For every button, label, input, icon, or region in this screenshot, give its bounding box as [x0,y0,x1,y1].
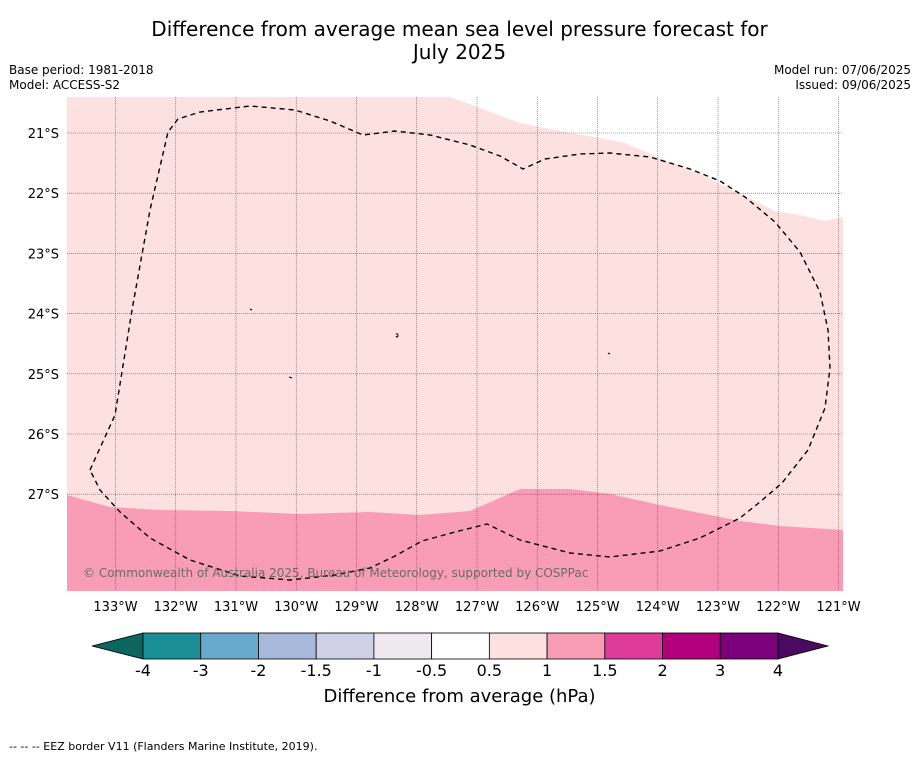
eez-border [89,105,831,581]
colorbar-tick-label: 3 [715,661,725,680]
colorbar-tick-label: -2 [250,661,266,680]
colorbar-segment [142,632,202,660]
lon-label: 123°W [696,600,740,615]
footnote: -- -- -- EEZ border V11 (Flanders Marine… [9,740,318,753]
colorbar-segment [604,632,663,660]
island-marker [288,376,293,379]
anomaly-region-neutral [450,97,843,221]
lon-label: 126°W [515,600,559,615]
lon-label: 129°W [334,600,378,615]
colorbar-segment [488,632,548,660]
colorbar-tick-label: -4 [135,661,151,680]
lon-label: 128°W [395,600,439,615]
colorbar-segment [662,632,721,660]
colorbar: -4 -3 -2 -1.5 -1 -0.5 0.5 1 1.5 2 3 4 [91,632,830,680]
island-marker [249,308,253,311]
lon-label: 130°W [274,600,318,615]
issued-date: Issued: 09/06/2025 [795,78,911,92]
island-marker [607,352,611,355]
colorbar-extend-high [777,632,830,660]
lat-label: 24°S [28,308,59,323]
lat-label: 22°S [28,187,59,202]
gridlines [67,97,843,591]
colorbar-segment [200,632,259,660]
lon-label: 127°W [455,600,499,615]
latitude-labels: 21°S 22°S 23°S 24°S 25°S 26°S 27°S [28,127,59,503]
colorbar-segment [315,632,375,660]
colorbar-tick-label: 2 [657,661,667,680]
base-period: Base period: 1981-2018 [9,63,154,77]
lon-label: 121°W [816,600,860,615]
chart-title: Difference from average mean sea level p… [0,18,919,64]
colorbar-tick-label: 1 [542,661,552,680]
model-name: Model: ACCESS-S2 [9,78,121,92]
anomaly-region-1-1.5 [67,489,843,591]
colorbar-tick-label: -3 [193,661,209,680]
lon-label: 122°W [756,600,800,615]
colorbar-tick-label: 4 [773,661,783,680]
lon-label: 124°W [636,600,680,615]
title-line-1: Difference from average mean sea level p… [151,17,768,41]
island-marker [395,333,399,338]
meta-right: Model run: 07/06/2025 Issued: 09/06/2025 [774,63,911,93]
colorbar-segment [546,632,606,660]
lat-label: 21°S [28,127,59,142]
colorbar-label: Difference from average (hPa) [323,686,596,707]
colorbar-segment [719,632,779,660]
colorbar-segment [373,632,433,660]
lon-label: 125°W [575,600,619,615]
colorbar-segment [431,632,490,660]
lon-label: 131°W [214,600,258,615]
longitude-labels: 133°W 132°W 131°W 130°W 129°W 128°W 127°W 126°W… [93,600,860,615]
map-area: © Commonwealth of Australia 2025, Bureau… [67,97,843,591]
copyright-text: © Commonwealth of Australia 2025, Bureau… [83,566,588,580]
colorbar-tick-label: 1.5 [592,661,617,680]
meta-left: Base period: 1981-2018 Model: ACCESS-S2 [9,63,154,93]
title-line-2: July 2025 [412,40,507,64]
lon-label: 132°W [154,600,198,615]
colorbar-extend-low [91,632,144,660]
colorbar-tick-label: -1.5 [301,661,332,680]
lat-label: 27°S [28,488,59,503]
colorbar-tick-label: -1 [366,661,382,680]
colorbar-segment [258,632,317,660]
colorbar-tick-label: 0.5 [477,661,502,680]
lat-label: 23°S [28,247,59,262]
lat-label: 25°S [28,368,59,383]
lon-label: 133°W [93,600,137,615]
colorbar-tick-label: -0.5 [416,661,447,680]
lat-label: 26°S [28,428,59,443]
model-run: Model run: 07/06/2025 [773,63,911,77]
